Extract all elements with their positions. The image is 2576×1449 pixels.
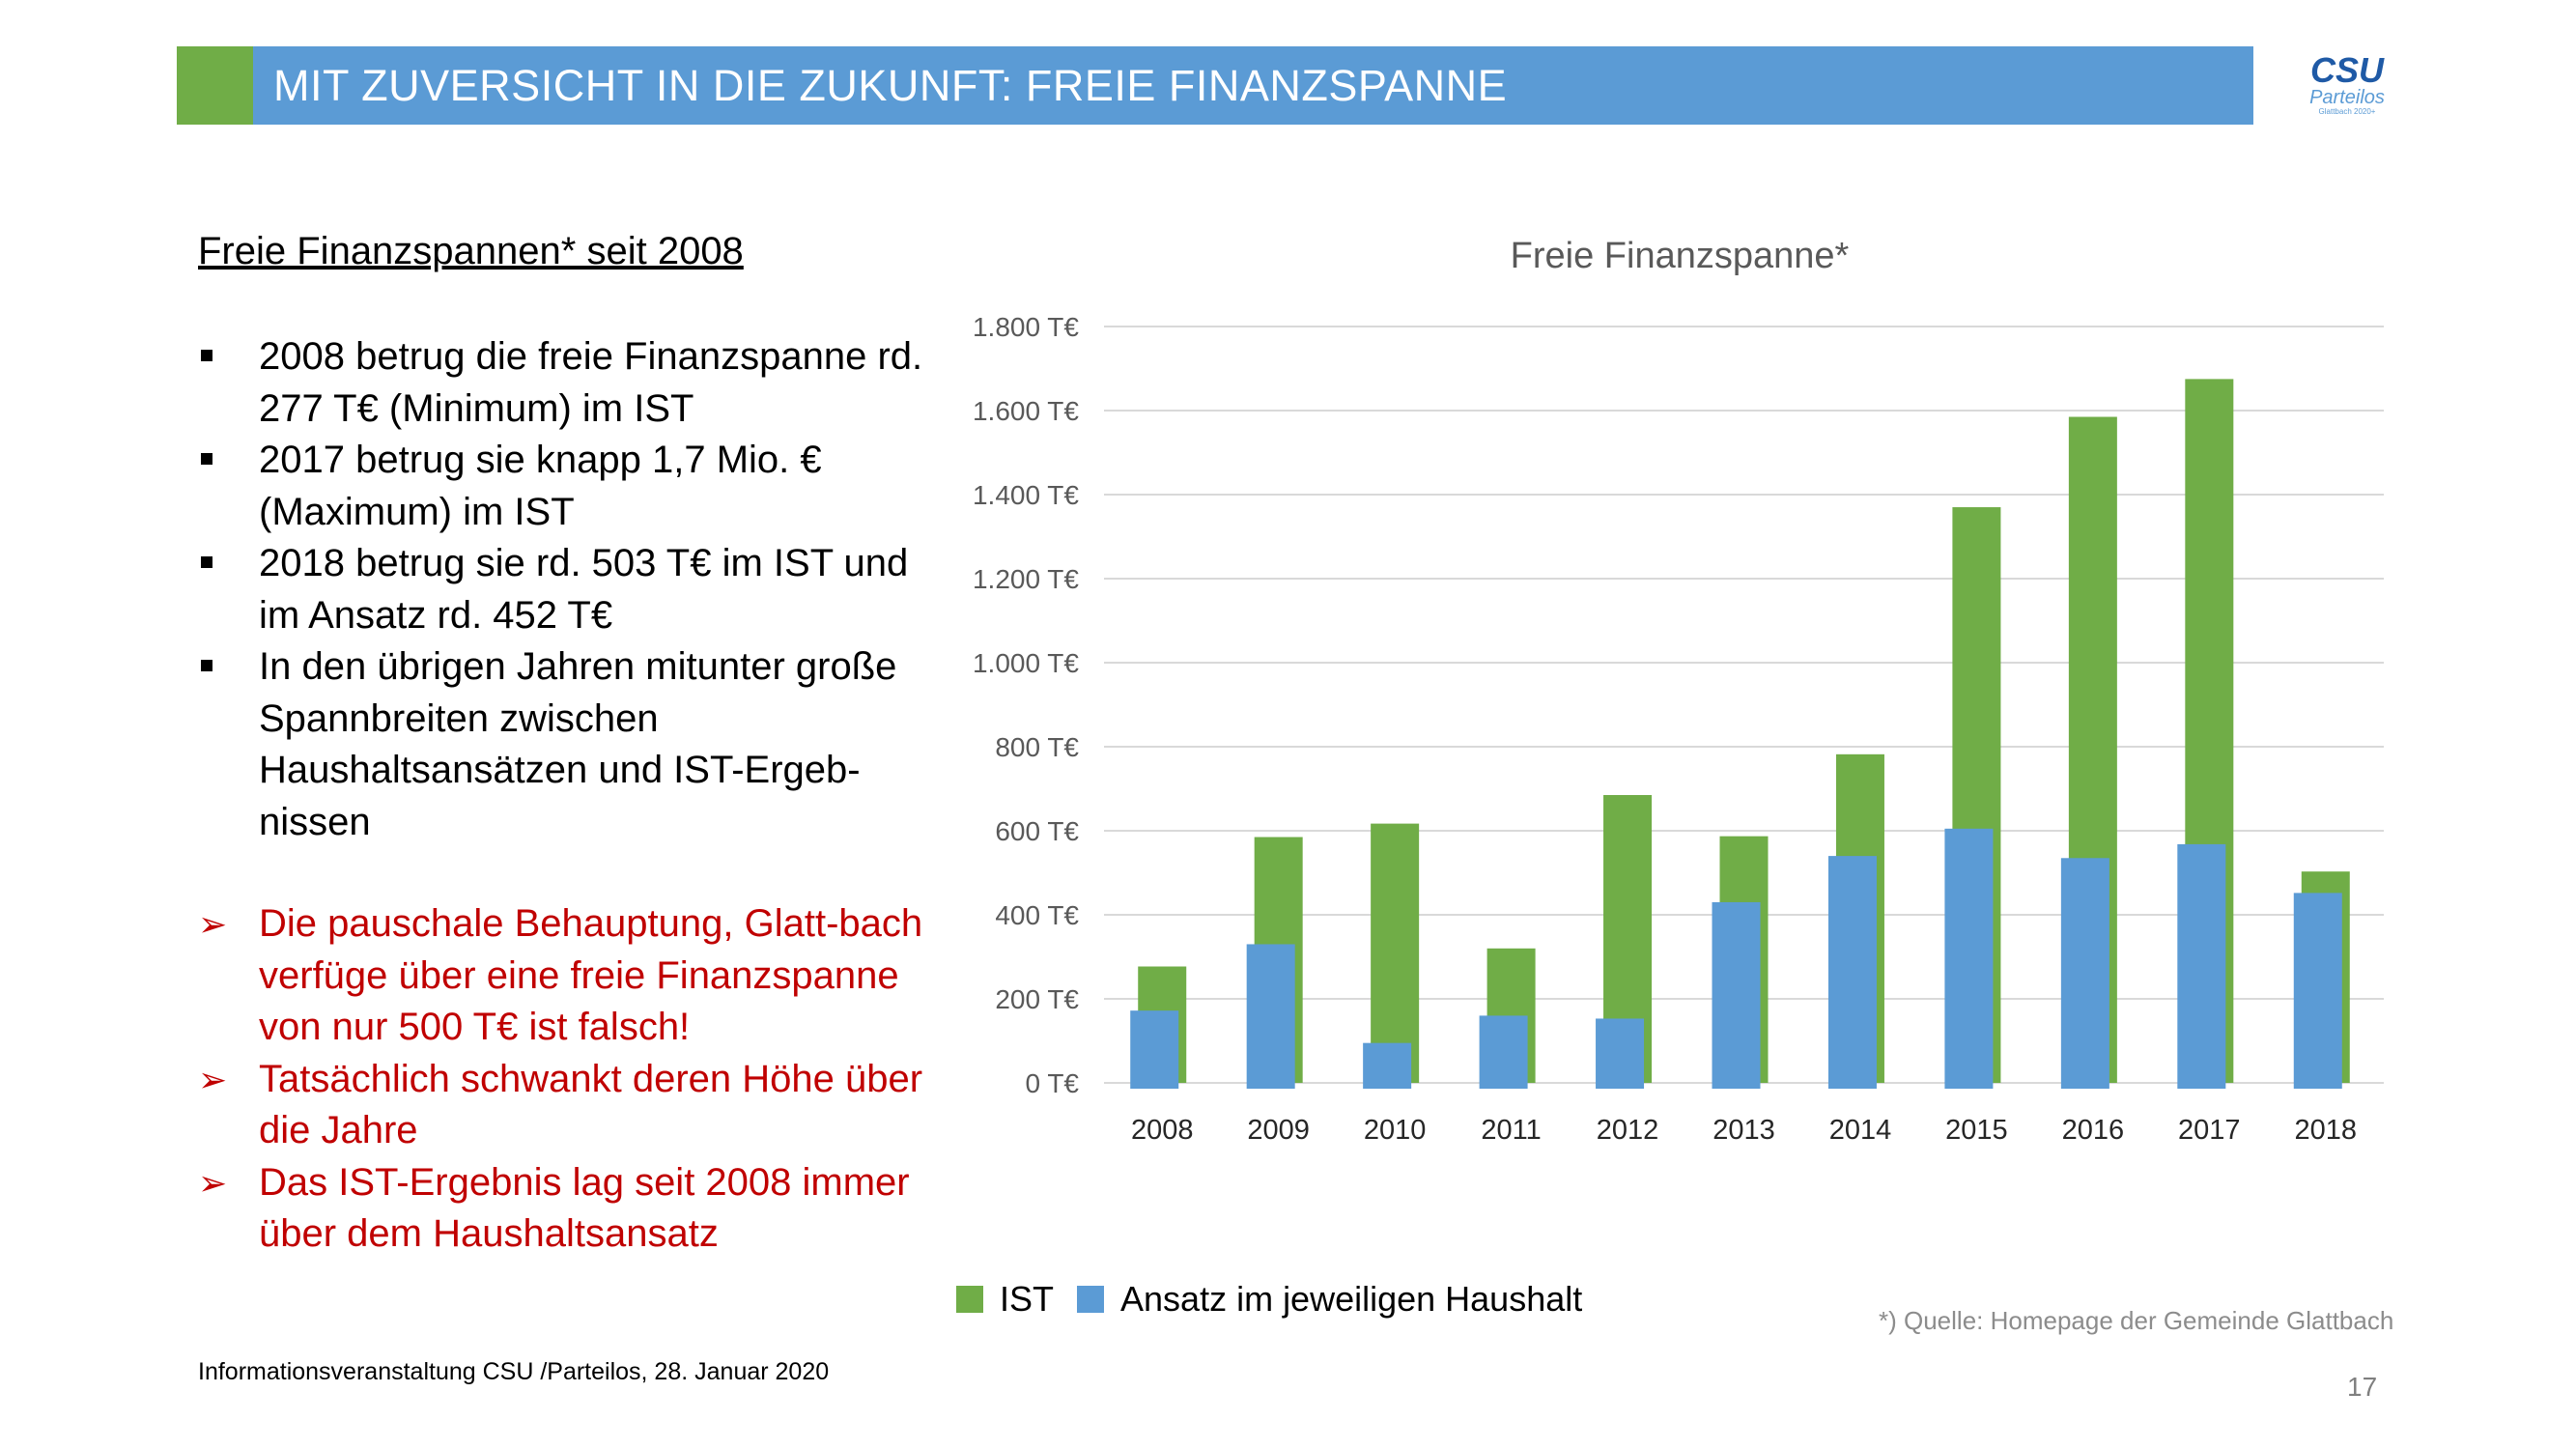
footer-event-info: Informationsveranstaltung CSU /Parteilos… [198,1358,830,1385]
y-tick-label: 800 T€ [995,732,1079,762]
bullet-text: 2018 betrug sie rd. 503 T€ im IST und im… [259,542,909,637]
legend-item-ist: IST [956,1279,1054,1320]
legend-swatch-ist [956,1286,983,1313]
bar-ansatz-2011 [1479,1015,1528,1089]
bar-ansatz-2016 [2060,858,2109,1089]
y-tick-label: 1.600 T€ [973,396,1079,426]
x-tick-label: 2016 [2062,1115,2125,1146]
section-subtitle: Freie Finanzspannen* seit 2008 [198,230,744,272]
y-tick-label: 0 T€ [1025,1068,1079,1098]
csu-logo: CSU Parteilos Glattbach 2020+ [2289,50,2405,117]
bullet-text: 2008 betrug die freie Finanzspanne rd. 2… [259,335,923,430]
conclusion-item: ➢ Die pauschale Behauptung, Glatt-bach ve… [198,898,932,1054]
x-tick-label: 2018 [2295,1115,2358,1146]
x-tick-label: 2008 [1131,1115,1194,1146]
conclusion-item: ➢ Das IST-Ergebnis lag seit 2008 immer üb… [198,1157,932,1261]
bullet-list: 2008 betrug die freie Finanzspanne rd. 2… [198,331,932,848]
bullet-item: 2008 betrug die freie Finanzspanne rd. 2… [198,331,932,435]
bar-ansatz-2012 [1596,1018,1645,1089]
bar-ansatz-2017 [2177,843,2226,1089]
chart-bars [1130,379,2350,1089]
square-bullet-icon [201,453,212,465]
conclusion-text: Die pauschale Behauptung, Glatt-bach ver… [259,902,923,1048]
y-tick-label: 1.800 T€ [973,312,1079,342]
bullet-item: In den übrigen Jahren mitunter große Spa… [198,641,932,848]
logo-tiny-text: Glattbach 2020+ [2318,107,2376,116]
header-bar [177,46,2253,125]
conclusion-item: ➢ Tatsächlich schwankt deren Höhe über di… [198,1054,932,1157]
square-bullet-icon [201,660,212,671]
conclusion-text: Tatsächlich schwankt deren Höhe über die… [259,1057,923,1152]
arrow-bullet-icon: ➢ [198,1162,228,1203]
bar-ansatz-2018 [2293,893,2342,1089]
bullet-item: 2017 betrug sie knapp 1,7 Mio. € (Maximu… [198,435,932,538]
y-tick-label: 200 T€ [995,984,1079,1014]
legend-swatch-ansatz [1077,1286,1105,1313]
y-tick-label: 1.000 T€ [973,648,1079,678]
x-tick-label: 2011 [1481,1115,1541,1146]
chart-title: Freie Finanzspanne* [1511,236,1850,276]
legend-label-ist: IST [1000,1279,1055,1319]
bar-ansatz-2010 [1363,1042,1412,1089]
page-number: 17 [2347,1372,2378,1402]
bullet-item: 2018 betrug sie rd. 503 T€ im IST und im… [198,538,932,641]
arrow-bullet-icon: ➢ [198,1059,228,1099]
arrow-bullet-icon: ➢ [198,904,228,944]
x-tick-label: 2010 [1364,1115,1427,1146]
source-note: *) Quelle: Homepage der Gemeinde Glattba… [1879,1306,2394,1335]
x-tick-label: 2013 [1713,1115,1775,1146]
conclusion-text: Das IST-Ergebnis lag seit 2008 immer übe… [259,1160,910,1256]
y-tick-label: 1.400 T€ [973,480,1079,510]
y-tick-label: 1.200 T€ [973,564,1079,594]
bar-ansatz-2015 [1944,828,1994,1089]
page-title: MIT ZUVERSICHT IN DIE ZUKUNFT: FREIE FIN… [273,61,1508,110]
y-tick-label: 600 T€ [995,816,1079,846]
bar-ansatz-2008 [1130,1010,1179,1089]
legend-label-ansatz: Ansatz im jeweiligen Haushalt [1120,1279,1583,1319]
x-axis-ticks: 2008 2009 2010 2011 2012 2013 2014 2015 2016 2017… [1131,1115,2357,1146]
bar-ansatz-2013 [1712,901,1761,1089]
x-tick-label: 2012 [1597,1115,1659,1146]
bullet-text: In den übrigen Jahren mitunter große Spa… [259,645,897,843]
conclusion-list: ➢ Die pauschale Behauptung, Glatt-bach ve… [198,898,932,1261]
legend-item-ansatz: Ansatz im jeweiligen Haushalt [1077,1279,1582,1320]
bar-ansatz-2014 [1827,856,1877,1089]
bar-ansatz-2009 [1246,944,1295,1089]
x-tick-label: 2009 [1247,1115,1310,1146]
header-accent [177,46,253,125]
chart-legend: IST Ansatz im jeweiligen Haushalt [956,1275,1605,1323]
square-bullet-icon [201,556,212,568]
y-axis-ticks: 0 T€ 200 T€ 400 T€ 600 T€ 800 T€ 1.000 T€ 1.20… [973,312,1079,1098]
bar-ist-2010 [1371,823,1420,1083]
bullet-text: 2017 betrug sie knapp 1,7 Mio. € (Maximu… [259,439,822,533]
bar-chart: Freie Finanzspanne* 0 T€ 200 T€ 400 T€ 600 … [973,236,2384,1146]
y-tick-label: 400 T€ [995,900,1079,930]
x-tick-label: 2015 [1945,1115,2008,1146]
logo-main-text: CSU [2309,50,2384,90]
x-tick-label: 2017 [2178,1115,2241,1146]
logo-sub-text: Parteilos [2309,87,2385,108]
x-tick-label: 2014 [1829,1115,1892,1146]
square-bullet-icon [201,350,212,361]
